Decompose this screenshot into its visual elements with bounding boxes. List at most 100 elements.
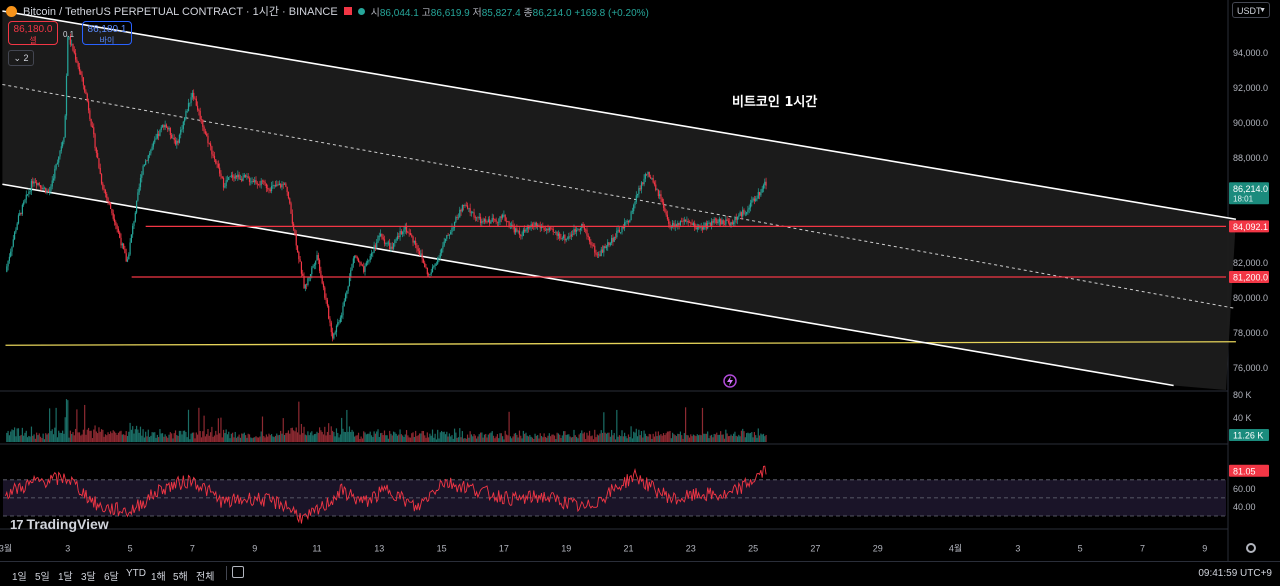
candle-body [339, 317, 341, 323]
volume-bar [735, 435, 737, 442]
currency-select[interactable]: USDT ▼ [1232, 2, 1270, 18]
volume-bar [39, 436, 42, 442]
timeframe-5d[interactable]: 5일 [35, 572, 50, 583]
candles [6, 33, 767, 342]
volume-bar [312, 435, 314, 442]
candle-body [28, 191, 30, 195]
candle-body [494, 219, 496, 221]
candle-body [677, 222, 679, 227]
time-tick-label: 29 [873, 544, 883, 554]
volume-bar [326, 431, 328, 442]
candle-body [15, 229, 17, 233]
volume-bar [457, 437, 460, 442]
volume-bar [259, 436, 261, 442]
volume-bar [237, 436, 239, 442]
candle-body [703, 225, 705, 230]
volume-bar [598, 435, 600, 442]
calendar-icon[interactable] [232, 566, 244, 578]
timeframe-ytd[interactable]: YTD [126, 568, 146, 579]
volume-bar [547, 435, 549, 442]
timeframe-1d[interactable]: 1일 [12, 572, 27, 583]
candle-body [495, 219, 497, 222]
candle-body [25, 194, 27, 200]
volume-bar [246, 437, 248, 442]
candle-body [191, 92, 193, 98]
volume-bar [553, 435, 556, 442]
trend-channel[interactable] [2, 10, 1237, 390]
candle-body [490, 221, 492, 224]
volume-bar [6, 432, 8, 442]
candle-body [431, 267, 434, 273]
candle-body [259, 184, 261, 186]
candle-body [749, 202, 752, 208]
timeframe-1y[interactable]: 1해 [151, 572, 166, 583]
flag-icon[interactable] [343, 7, 352, 15]
candle-body [203, 126, 205, 132]
candle-body [46, 190, 48, 193]
candle-body [187, 103, 190, 112]
candle-body [625, 221, 627, 223]
candle-body [588, 236, 591, 242]
symbol-header[interactable]: Bitcoin / TetherUS PERPETUAL CONTRACT · … [6, 3, 649, 19]
candle-body [243, 175, 245, 178]
volume-bar [408, 437, 410, 442]
candle-body [177, 140, 179, 143]
tradingview-logo-icon: 17 [10, 516, 24, 532]
volume-bar [722, 434, 724, 442]
volume-bar [730, 434, 732, 442]
candle-body [302, 273, 304, 276]
candle-body [129, 242, 131, 255]
candle-body [683, 219, 685, 222]
candle-body [260, 180, 262, 186]
candle-body [622, 226, 624, 229]
candle-body [281, 184, 283, 188]
volume-bar [716, 432, 718, 442]
candle-body [631, 211, 633, 212]
volume-bar [550, 436, 552, 442]
timeframe-1m[interactable]: 1달 [58, 572, 73, 583]
timeframe-3m[interactable]: 3달 [81, 572, 96, 583]
candle-body [413, 240, 415, 243]
volume-bar [646, 435, 648, 442]
clock[interactable]: 09:41:59 UTC+9 [1198, 568, 1272, 579]
volume-bar [477, 436, 479, 442]
time-axis[interactable]: 3월 3 5 7 9 11 13 15 17 19 21 23 25 27 29 4월 3 5 7 9 [0, 543, 1207, 554]
buy-button[interactable]: 86,180.1 바이 [82, 21, 132, 45]
candle-body [377, 236, 379, 243]
volume-bar [143, 437, 145, 442]
timeframe-all[interactable]: 전체 [196, 572, 215, 583]
candle-body [626, 220, 628, 222]
volume-bar [491, 431, 493, 442]
volume-bar [762, 433, 765, 442]
price-levels[interactable] [131, 225, 1226, 278]
volume-bar [565, 434, 567, 442]
candle-body [38, 183, 40, 186]
timeframe-5y[interactable]: 5해 [173, 572, 188, 583]
candle-body [688, 222, 691, 224]
candle-body [538, 225, 540, 226]
volume-bar [273, 437, 275, 442]
volume-bar [260, 431, 262, 442]
volume-bar [225, 429, 227, 442]
volume-bar [12, 430, 14, 442]
volume-bar [657, 431, 659, 442]
volume-bar [329, 434, 331, 442]
volume-bar [163, 436, 165, 442]
candle-body [150, 149, 152, 154]
lightning-icon[interactable] [723, 374, 737, 388]
candle-body [355, 255, 357, 257]
indicator-toggle-button[interactable]: ⌄ 2 [8, 50, 34, 66]
volume-bar [168, 434, 170, 442]
volume-bar [263, 435, 265, 442]
timeframe-6m[interactable]: 6달 [104, 572, 119, 583]
price-axis[interactable]: 94,000.092,000.090,000.088,000.086,000.0… [1229, 48, 1269, 512]
gear-icon[interactable] [1246, 543, 1256, 553]
volume-bar [570, 437, 572, 442]
sell-button[interactable]: 86,180.0 셀 [8, 21, 58, 45]
symbol-title[interactable]: Bitcoin / TetherUS PERPETUAL CONTRACT · … [23, 6, 338, 18]
volume-bar [683, 433, 685, 442]
volume-bar [743, 431, 745, 442]
candle-body [272, 185, 274, 187]
chart-canvas[interactable]: 94,000.092,000.090,000.088,000.086,000.0… [0, 0, 1280, 561]
volume-bar [32, 435, 34, 442]
